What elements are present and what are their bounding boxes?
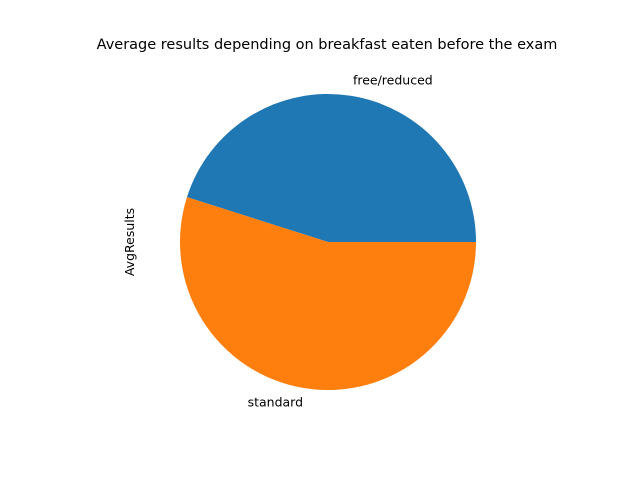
chart-title: Average results depending on breakfast e… xyxy=(97,37,558,53)
pie-label-free-reduced: free/reduced xyxy=(353,73,433,88)
y-axis-label: AvgResults xyxy=(122,208,137,276)
pie-slice-free-reduced xyxy=(186,93,477,242)
pie-labels: free/reduced standard xyxy=(248,73,433,410)
pie-label-standard: standard xyxy=(248,394,303,409)
pie-slices xyxy=(180,93,477,390)
pie-slice-standard xyxy=(180,197,477,390)
